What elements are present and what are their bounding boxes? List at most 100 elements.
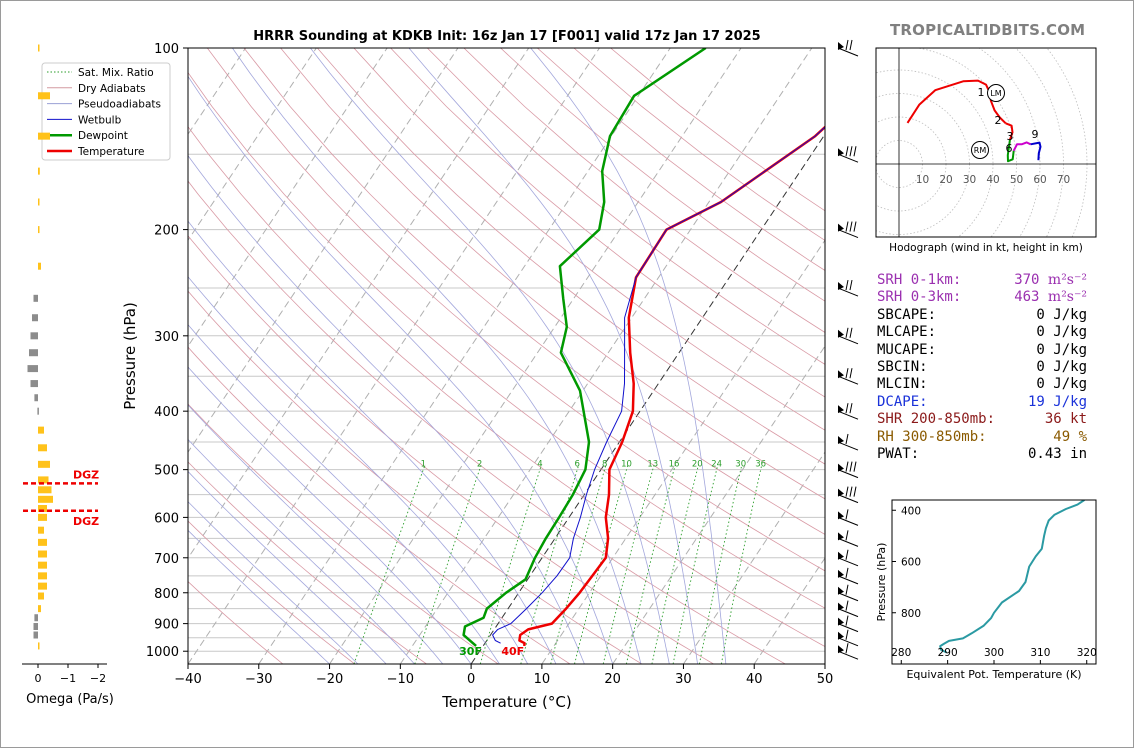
pseudoadiabat-line: [310, 48, 670, 664]
series-wetbulb-line: [492, 126, 825, 644]
omega-panel: DGZ DGZ 0 −1 −2 Omega (Pa/s): [22, 44, 114, 707]
stats-label: SHR 200-850mb:: [877, 411, 996, 428]
y-tick-label: 700: [154, 552, 179, 567]
dry-adiabat-line: [206, 48, 825, 572]
omega-bar: [30, 332, 38, 340]
y-tick-label: 300: [154, 330, 179, 345]
hodograph-panel: 10 20 30 40 50 60 70 1 236 9 LM RM Hodograph (wind …: [875, 47, 1097, 254]
isotherm-line: [188, 48, 317, 242]
stats-row: RH 300-850mb: 49 %: [877, 429, 1087, 446]
theta-e-x-tick-label: 280: [891, 647, 911, 659]
dry-adiabat-line: [188, 71, 825, 609]
isotherm-line: [470, 133, 825, 664]
dry-adiabat-line: [188, 520, 355, 664]
omega-bar: [34, 394, 38, 402]
hodograph-ring-label: 30: [963, 174, 976, 186]
wind-barb-feather: [845, 509, 849, 520]
wind-barb-staff: [837, 229, 859, 239]
skew-t-axes-box: [187, 47, 826, 665]
stats-number: 0: [1036, 341, 1045, 358]
stats-row: PWAT: 0.43 in: [877, 446, 1087, 463]
omega-bar: [38, 444, 47, 452]
omega-ticks: 0 −1 −2: [35, 664, 106, 685]
wind-barb-staff: [837, 287, 859, 297]
hodograph-ring-label: 40: [986, 174, 999, 186]
pseudoadiabat-line: [188, 501, 359, 664]
omega-tick-label: 0: [35, 672, 42, 685]
omega-bar: [38, 582, 47, 590]
mixing-ratio-line: [479, 464, 543, 664]
isotherm-line: [188, 48, 388, 348]
wind-barb-staff: [837, 47, 859, 57]
mixing-ratio-line: [574, 464, 629, 664]
wind-barb-flag: [838, 645, 844, 654]
theta-e-ticks: 280 290 300 310 320 400 600 800: [891, 505, 1097, 664]
wind-barb-feather: [853, 146, 857, 157]
omega-bar: [38, 538, 47, 546]
omega-bar: [38, 642, 40, 650]
omega-bar: [38, 572, 47, 580]
stats-unit: in: [1070, 445, 1087, 462]
mixing-ratio-line: [602, 464, 655, 664]
omega-bar: [38, 486, 52, 494]
wind-barb-flag: [838, 463, 844, 472]
stats-unit: kt: [1070, 411, 1087, 428]
y-tick-label: 600: [154, 511, 179, 526]
dewpoint-surface-label: 30F: [459, 645, 482, 658]
omega-bar: [38, 44, 40, 52]
theta-e-x-tick-label: 300: [984, 647, 1004, 659]
hodograph-trace: [906, 79, 1042, 163]
stats-label: SBCAPE:: [877, 306, 937, 323]
isotherm-line: [188, 48, 530, 559]
theta-e-x-tick-label: 290: [938, 647, 958, 659]
y-tick-label: 900: [154, 618, 179, 633]
omega-bar: [38, 505, 47, 513]
dry-adiabat-line: [463, 48, 825, 334]
wind-barb-flag: [838, 436, 844, 445]
skew-t-y-ticks: 100 200 300 400 500 600 700 800 900 1000: [146, 42, 188, 660]
stats-number: 36: [1044, 411, 1062, 428]
stats-number: 0: [1036, 358, 1045, 375]
wind-barb-staff: [837, 410, 859, 420]
dry-adiabat-line: [188, 126, 825, 647]
wind-barb-flag: [838, 602, 844, 611]
wind-barb-feather: [845, 146, 849, 157]
wind-barb-staff: [837, 637, 859, 647]
wind-barb-feather: [845, 327, 849, 338]
wind-barb-feather: [849, 146, 853, 157]
x-tick-label: 40: [746, 672, 763, 687]
mixing-ratio-label: 30: [735, 460, 746, 470]
x-tick-label: 0: [467, 672, 475, 687]
stats-row: SRH 0-3km: 463 m²s⁻²: [877, 289, 1087, 306]
stats-table: SRH 0-1km: 370 m²s⁻² SRH 0-3km: 463 m²s⁻² SB…: [877, 272, 1087, 463]
wind-barb-feather: [849, 39, 853, 51]
wind-barb-flag: [838, 282, 844, 291]
wind-barb-staff: [837, 592, 859, 602]
wind-barb-flag: [838, 405, 844, 414]
stats-unit: J/kg: [1053, 376, 1087, 393]
stats-value: 0.43 in: [1028, 446, 1087, 463]
stats-row: MUCAPE: 0 J/kg: [877, 342, 1087, 359]
stats-row: MLCIN: 0 J/kg: [877, 376, 1087, 393]
chart-title: HRRR Sounding at KDKB Init: 16z Jan 17 […: [253, 29, 760, 44]
stats-row: MLCAPE: 0 J/kg: [877, 324, 1087, 341]
isotherm-line: [399, 48, 813, 664]
mixing-ratio-label: 13: [647, 460, 658, 470]
wind-barb-staff: [837, 469, 859, 479]
theta-e-y-tick-label: 400: [901, 505, 921, 517]
storm-motion-marker: [987, 84, 1005, 102]
stats-value: 0 J/kg: [1036, 324, 1087, 341]
omega-bar: [38, 460, 50, 468]
isotherm-line: [188, 48, 459, 453]
wind-barb-feather: [845, 643, 849, 654]
mixing-ratio-line: [720, 464, 763, 664]
wind-barb-staff: [837, 650, 859, 660]
hodograph-rings: [876, 48, 1096, 237]
stats-unit: J/kg: [1053, 358, 1087, 375]
x-tick-label: −20: [316, 672, 343, 687]
omega-bar: [38, 132, 50, 140]
mixing-ratio-label: 4: [537, 460, 542, 470]
omega-bar: [38, 92, 50, 100]
wind-barb-feather: [845, 221, 849, 232]
